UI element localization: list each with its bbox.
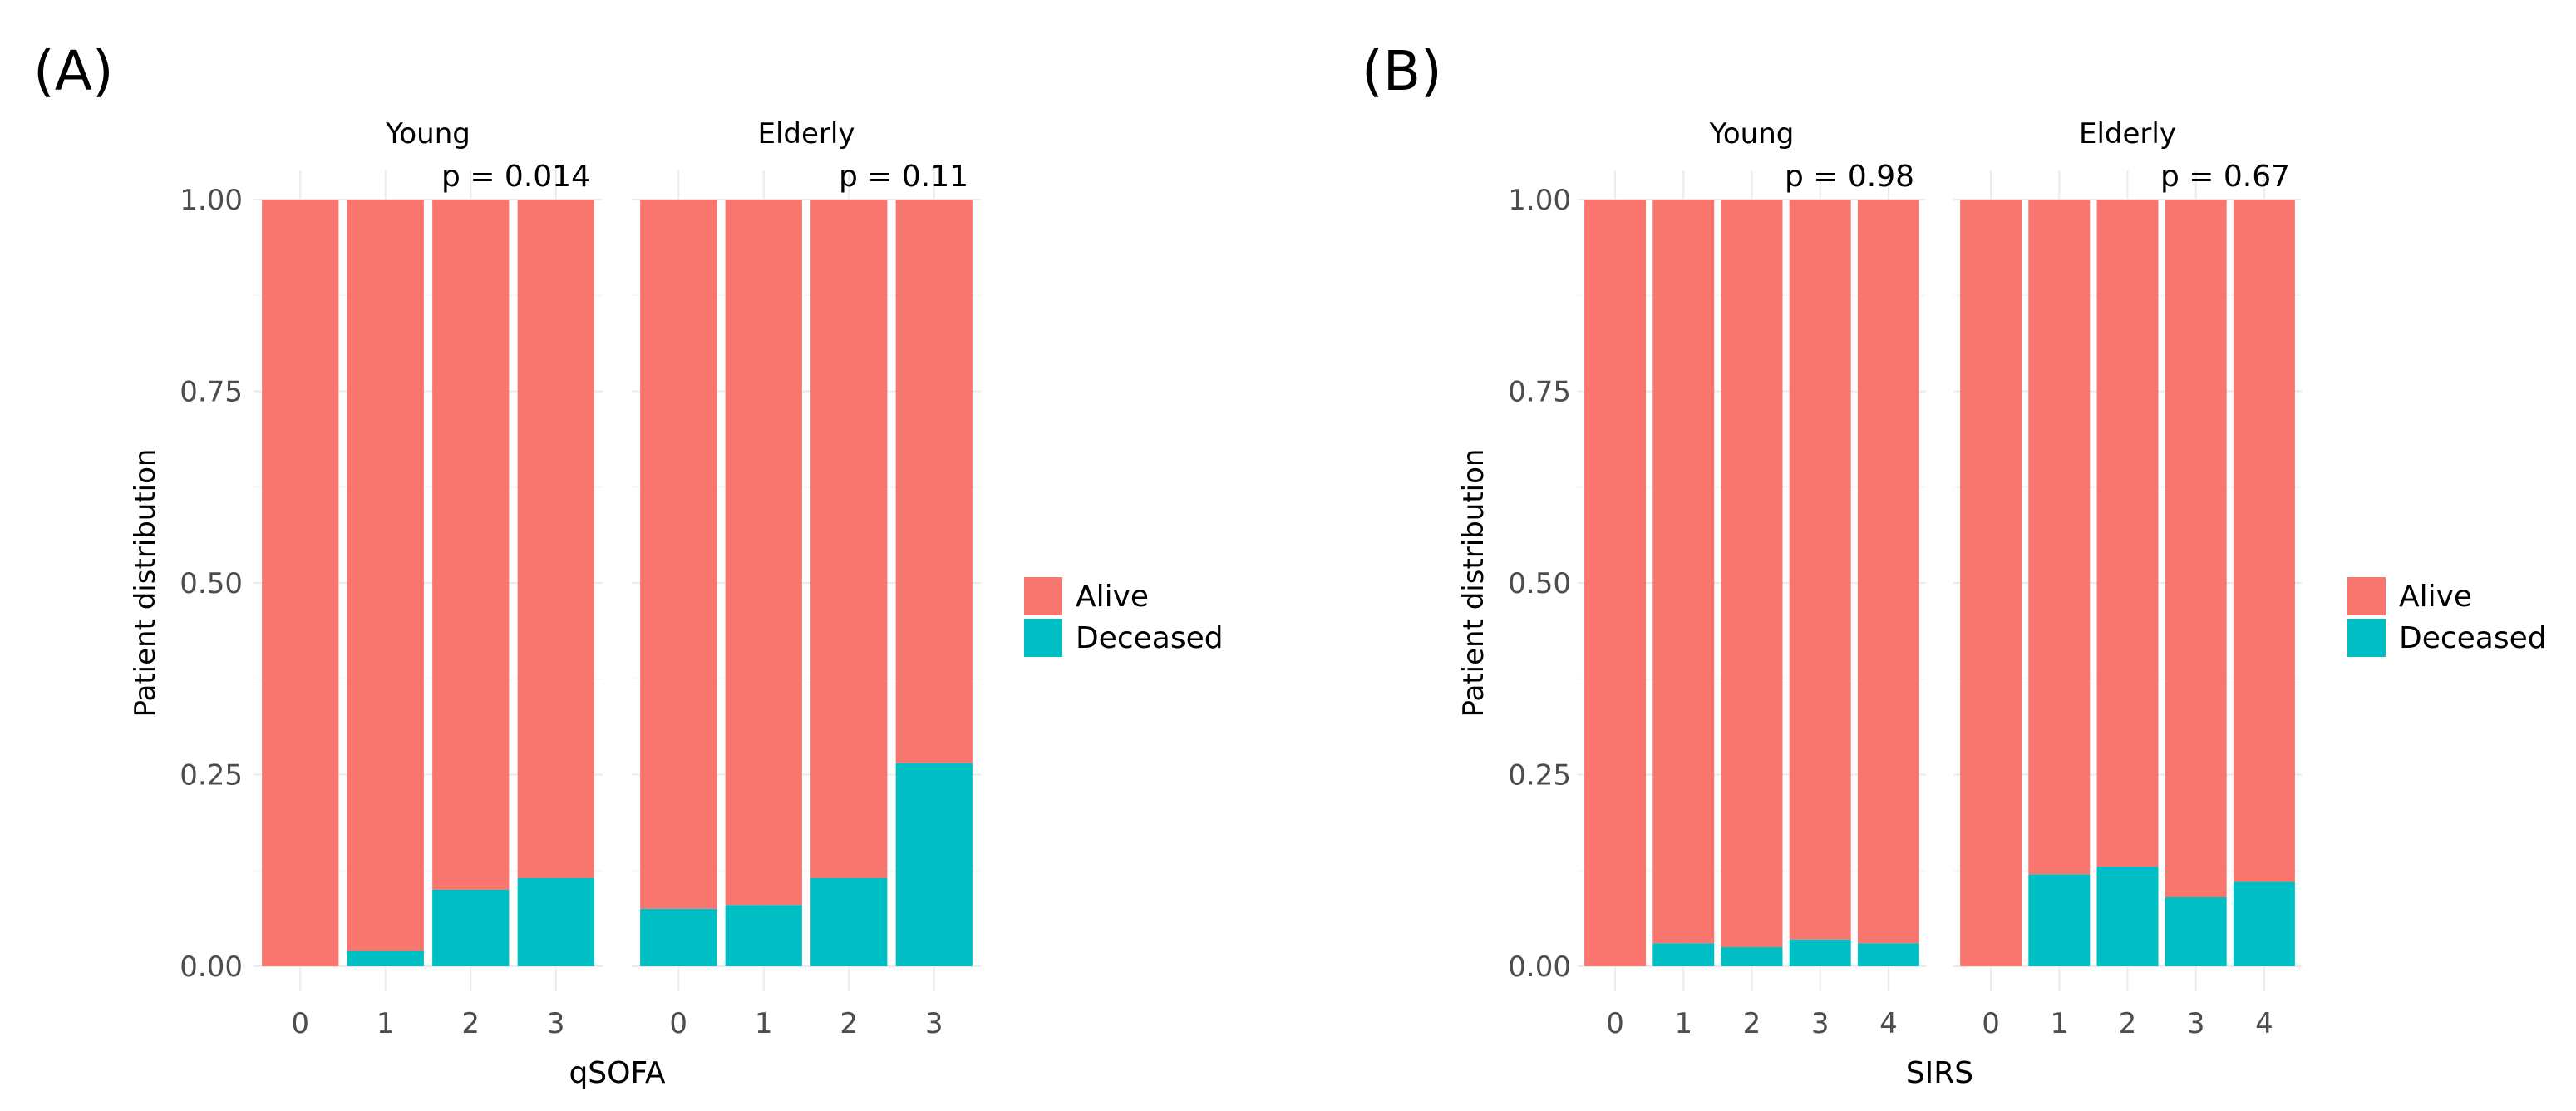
bar-alive-elderly-4 (2233, 200, 2295, 882)
bar-deceased-elderly-1 (2028, 874, 2091, 966)
facet-elderly: 0 1 2 3 Elderly p = 0.11 (631, 117, 982, 1040)
x-tick-label: 2 (1743, 1007, 1761, 1040)
x-tick-label: 3 (547, 1007, 565, 1040)
bar-alive-young-0 (1584, 200, 1647, 966)
x-tick-label: 0 (291, 1007, 309, 1040)
y-tick-label: 1.00 (180, 184, 243, 217)
facet-title: Young (1709, 117, 1795, 151)
y-tick-label: 0.75 (1508, 376, 1571, 409)
legend-label: Deceased (1076, 621, 1224, 655)
x-tick-label: 3 (925, 1007, 943, 1040)
bar-alive-elderly-1 (725, 200, 802, 906)
legend-key-alive (1024, 577, 1062, 615)
bar-deceased-young-2 (432, 889, 510, 966)
legend: Alive Deceased (1024, 577, 1224, 657)
facet-young: 0 1 2 3 4 Young p = 0.98 (1577, 117, 1927, 1040)
bar-deceased-young-3 (1789, 939, 1851, 966)
bar-alive-young-2 (1721, 200, 1783, 947)
facet-elderly: 0 1 2 3 4 Elderly p = 0.67 (1953, 117, 2303, 1040)
bar-alive-young-1 (347, 200, 424, 951)
bar-deceased-elderly-3 (895, 763, 973, 966)
bar-alive-young-0 (262, 200, 339, 966)
y-tick-label: 0.00 (1508, 951, 1571, 984)
bar-deceased-elderly-4 (2233, 881, 2295, 966)
bar-alive-young-4 (1857, 200, 1919, 944)
facet-title: Young (385, 117, 470, 151)
x-tick-label: 1 (377, 1007, 395, 1040)
facet-young: 0 1 2 3 Young p = 0.014 (253, 117, 603, 1040)
bar-alive-elderly-3 (2165, 200, 2227, 898)
bar-alive-elderly-0 (640, 200, 717, 909)
bar-deceased-elderly-1 (725, 905, 802, 966)
x-axis-title: SIRS (1906, 1056, 1973, 1090)
y-tick-label: 0.75 (180, 376, 243, 409)
panel-a: (A) 0.00 0.25 0.50 0.75 1.00 Patient distribut… (33, 39, 1224, 1090)
bar-deceased-elderly-2 (2096, 867, 2159, 966)
facet-title: Elderly (2079, 117, 2176, 151)
legend-key-deceased (1024, 619, 1062, 657)
panel-label: (B) (1362, 39, 1442, 103)
bar-deceased-elderly-2 (810, 877, 888, 966)
bar-alive-young-3 (1789, 200, 1851, 940)
x-tick-label: 2 (840, 1007, 858, 1040)
bar-deceased-young-2 (1721, 946, 1783, 966)
legend-label: Alive (2399, 580, 2472, 614)
p-value-label: p = 0.98 (1785, 160, 1914, 194)
bar-deceased-young-4 (1857, 943, 1919, 966)
bar-deceased-elderly-3 (2165, 897, 2227, 966)
x-tick-label: 3 (1811, 1007, 1830, 1040)
bar-deceased-young-1 (347, 951, 424, 966)
p-value-label: p = 0.67 (2160, 160, 2290, 194)
x-tick-label: 1 (2050, 1007, 2068, 1040)
x-tick-label: 0 (669, 1007, 687, 1040)
x-tick-label: 1 (1674, 1007, 1692, 1040)
bar-alive-young-1 (1652, 200, 1715, 944)
y-axis-title: Patient distribution (1457, 449, 1490, 718)
x-tick-label: 0 (1982, 1007, 2000, 1040)
bar-alive-elderly-3 (895, 200, 973, 763)
bar-alive-young-3 (517, 200, 594, 878)
x-tick-label: 2 (461, 1007, 480, 1040)
bar-alive-elderly-1 (2028, 200, 2091, 875)
y-tick-label: 0.25 (1508, 759, 1571, 793)
legend: Alive Deceased (2347, 577, 2547, 657)
p-value-label: p = 0.11 (839, 160, 968, 194)
bar-alive-elderly-2 (2096, 200, 2159, 867)
y-tick-label: 0.00 (180, 951, 243, 984)
y-tick-label: 0.50 (180, 567, 243, 600)
bar-deceased-elderly-0 (640, 908, 717, 966)
legend-key-alive (2347, 577, 2386, 615)
bar-alive-elderly-0 (1960, 200, 2022, 966)
legend-key-deceased (2347, 619, 2386, 657)
legend-label: Deceased (2399, 621, 2547, 655)
x-tick-label: 4 (2255, 1007, 2273, 1040)
x-tick-label: 2 (2119, 1007, 2137, 1040)
bar-alive-elderly-2 (810, 200, 888, 878)
bar-deceased-young-1 (1652, 943, 1715, 966)
legend-label: Alive (1076, 580, 1149, 614)
bar-deceased-young-3 (517, 877, 594, 966)
facet-title: Elderly (758, 117, 855, 151)
p-value-label: p = 0.014 (441, 160, 590, 194)
panel-b: (B) 0.00 0.25 0.50 0.75 1.00 Patient distribut… (1362, 39, 2547, 1090)
x-tick-label: 0 (1606, 1007, 1624, 1040)
x-tick-label: 4 (1879, 1007, 1898, 1040)
y-tick-label: 0.50 (1508, 567, 1571, 600)
y-tick-label: 0.25 (180, 759, 243, 793)
x-axis-title: qSOFA (569, 1056, 665, 1090)
y-axis-title: Patient distribution (129, 449, 162, 718)
y-tick-label: 1.00 (1508, 184, 1571, 217)
x-tick-label: 1 (755, 1007, 773, 1040)
panel-label: (A) (33, 39, 114, 103)
x-tick-label: 3 (2187, 1007, 2205, 1040)
bar-alive-young-2 (432, 200, 510, 890)
